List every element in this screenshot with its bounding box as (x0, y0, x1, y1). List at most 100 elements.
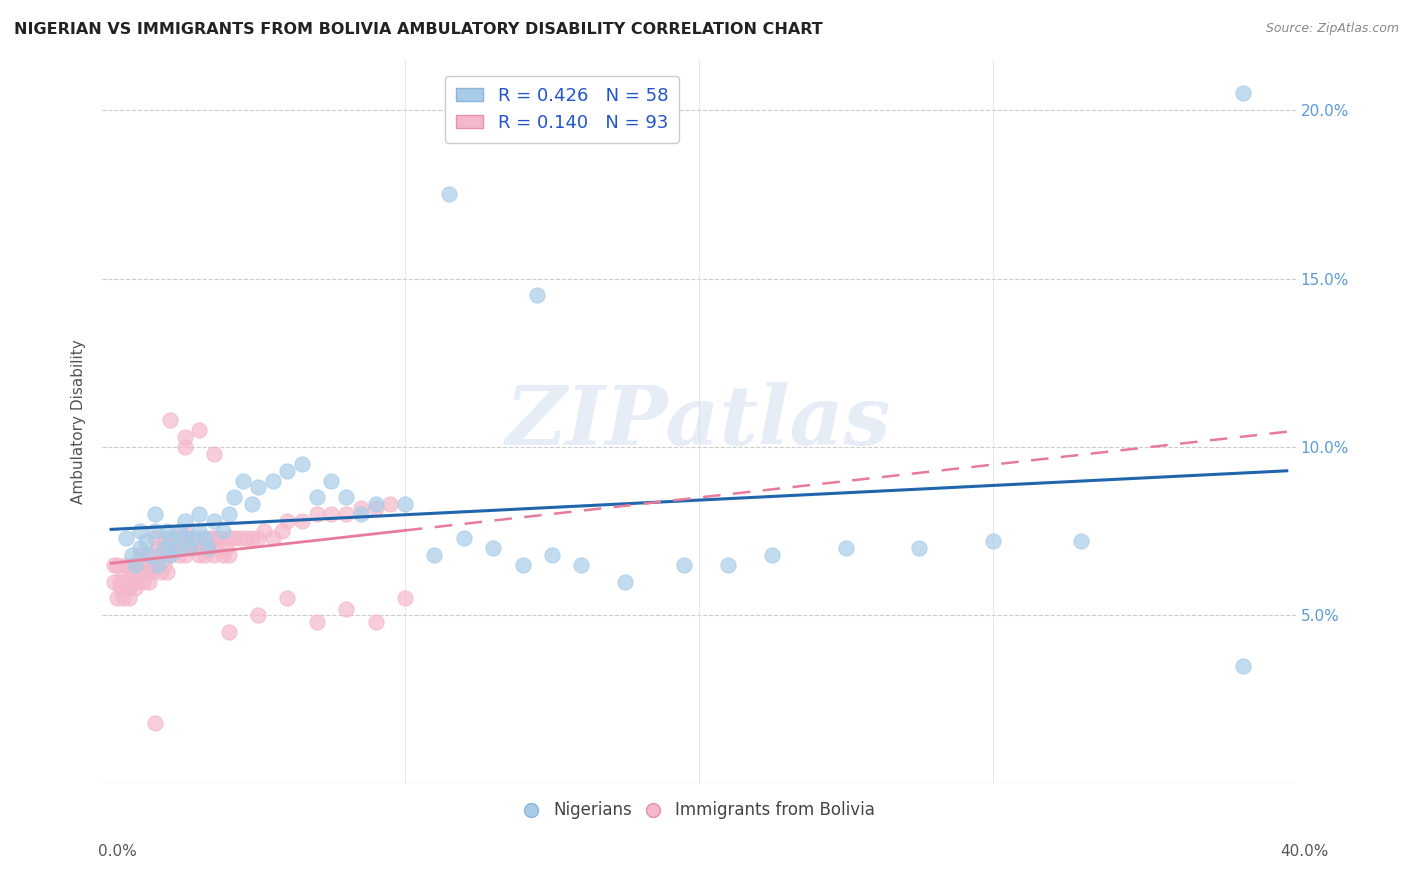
Point (321, 508, 343, 522)
Point (246, 531, 269, 545)
Point (453, 531, 475, 545)
Point (118, 591, 141, 606)
Point (159, 548, 181, 562)
Point (103, 558, 125, 572)
Point (183, 531, 205, 545)
Point (335, 601, 357, 615)
Point (1232, 658, 1254, 673)
Point (156, 541, 179, 555)
Point (153, 541, 176, 555)
Point (138, 548, 160, 562)
Point (111, 568, 134, 582)
Point (159, 413, 181, 427)
Point (183, 531, 205, 545)
Point (179, 541, 201, 555)
Point (482, 541, 505, 555)
Point (188, 531, 211, 545)
Point (162, 541, 184, 555)
Point (321, 474, 343, 488)
Point (127, 558, 149, 572)
Point (167, 524, 190, 538)
Point (153, 531, 176, 545)
Point (159, 548, 181, 562)
Point (202, 531, 225, 545)
Point (156, 524, 179, 538)
Point (129, 565, 152, 579)
Point (981, 534, 1004, 549)
Point (350, 500, 373, 515)
Point (276, 463, 298, 477)
Point (170, 531, 193, 545)
Point (129, 541, 152, 555)
Point (211, 548, 233, 562)
Point (262, 531, 284, 545)
Point (276, 591, 298, 606)
Point (202, 447, 225, 461)
Point (146, 558, 169, 572)
Point (218, 508, 240, 522)
Point (211, 524, 233, 538)
Point (1070, 534, 1092, 549)
Point (224, 531, 246, 545)
Point (246, 608, 269, 623)
Text: ZIPatlas: ZIPatlas (506, 382, 891, 462)
Point (129, 548, 152, 562)
Point (159, 531, 181, 545)
Point (197, 541, 219, 555)
Point (124, 574, 146, 589)
Point (202, 514, 225, 528)
Point (173, 548, 195, 562)
Point (121, 558, 143, 572)
Point (350, 508, 373, 522)
Point (291, 457, 314, 471)
Point (215, 541, 238, 555)
Point (194, 548, 217, 562)
Point (114, 531, 136, 545)
Point (526, 288, 548, 302)
Point (191, 541, 214, 555)
Point (173, 514, 195, 528)
Point (218, 548, 240, 562)
Point (143, 508, 166, 522)
Point (202, 548, 225, 562)
Point (364, 497, 387, 511)
Legend: Nigerians, Immigrants from Bolivia: Nigerians, Immigrants from Bolivia (516, 795, 882, 826)
Point (165, 541, 187, 555)
Text: 0.0%: 0.0% (98, 845, 138, 859)
Point (108, 582, 131, 596)
Point (150, 548, 173, 562)
Point (103, 574, 125, 589)
Point (124, 558, 146, 572)
Point (305, 491, 328, 505)
Point (188, 548, 211, 562)
Point (235, 531, 257, 545)
Point (167, 548, 190, 562)
Y-axis label: Ambulatory Disability: Ambulatory Disability (72, 339, 86, 504)
Point (159, 531, 181, 545)
Point (908, 541, 931, 555)
Point (208, 531, 231, 545)
Point (240, 497, 263, 511)
Point (246, 480, 269, 494)
Point (132, 548, 155, 562)
Point (143, 524, 166, 538)
Point (512, 558, 534, 572)
Point (364, 500, 387, 515)
Point (673, 558, 696, 572)
Point (218, 531, 240, 545)
Point (205, 541, 228, 555)
Point (186, 541, 208, 555)
Point (153, 558, 176, 572)
Point (614, 574, 637, 589)
Point (141, 548, 163, 562)
Point (108, 574, 131, 589)
Point (138, 558, 160, 572)
Point (335, 508, 357, 522)
Text: Source: ZipAtlas.com: Source: ZipAtlas.com (1265, 22, 1399, 36)
Point (114, 558, 136, 572)
Point (132, 574, 155, 589)
Point (143, 716, 166, 731)
Point (135, 534, 157, 549)
Point (253, 524, 276, 538)
Point (1232, 87, 1254, 101)
